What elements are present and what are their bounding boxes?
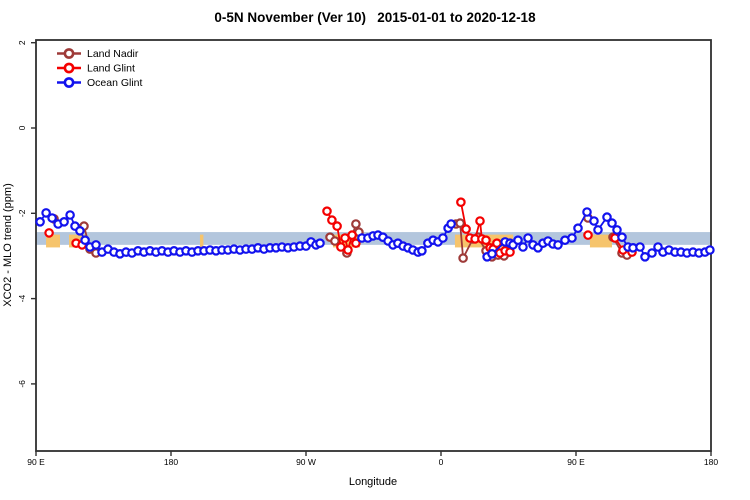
x-tick-label: 90 E	[27, 457, 45, 467]
legend-marker	[63, 48, 75, 59]
highlight-segment	[589, 234, 612, 248]
data-point	[91, 240, 101, 250]
data-point	[487, 249, 497, 259]
data-point	[75, 226, 85, 236]
y-axis-title: XCO2 - MLO trend (ppm)	[2, 183, 14, 306]
x-tick-label: 90 W	[296, 457, 316, 467]
series-layer	[35, 197, 715, 263]
data-point	[553, 240, 563, 250]
data-point	[582, 207, 592, 217]
data-point	[47, 213, 57, 223]
data-point	[322, 206, 332, 217]
data-point	[647, 248, 657, 258]
y-tick-label: 2	[17, 40, 27, 45]
data-point	[567, 233, 577, 243]
legend: Land Nadir Land Glint Ocean Glint	[57, 48, 143, 89]
axes-layer: 2 0 -2 -4 -6 90 E 180 90 W 0 90 E 180	[17, 39, 718, 467]
x-tick-label: 90 E	[567, 457, 585, 467]
data-point	[458, 253, 468, 263]
highlight-segment	[46, 234, 60, 248]
y-tick-label: -4	[17, 295, 27, 303]
data-point	[456, 197, 466, 208]
data-point	[327, 215, 337, 225]
legend-label: Ocean Glint	[87, 77, 143, 89]
data-point	[35, 217, 45, 227]
x-tick-label: 180	[704, 457, 718, 467]
data-point	[513, 235, 523, 246]
series-land-glint	[44, 197, 637, 258]
data-point	[438, 233, 448, 243]
data-point	[351, 219, 361, 229]
data-point	[315, 238, 325, 249]
data-point	[602, 212, 612, 222]
data-point	[59, 217, 69, 227]
data-point	[612, 225, 622, 235]
y-tick-label: -2	[17, 209, 27, 217]
legend-item-ocean-glint: Ocean Glint	[57, 77, 143, 89]
legend-label: Land Nadir	[87, 48, 139, 60]
data-point	[617, 232, 627, 243]
data-point	[523, 233, 533, 243]
data-point	[475, 216, 485, 226]
data-point	[80, 235, 90, 246]
data-point	[589, 216, 599, 226]
legend-label: Land Glint	[87, 63, 135, 75]
data-point	[351, 238, 361, 249]
data-point	[332, 221, 342, 231]
data-point	[446, 219, 456, 229]
data-point	[461, 224, 471, 234]
x-tick-label: 0	[439, 457, 444, 467]
data-point	[583, 230, 593, 240]
data-point	[593, 225, 603, 235]
data-point	[455, 218, 465, 228]
data-point	[481, 235, 491, 246]
data-point	[41, 208, 51, 218]
data-point	[347, 230, 357, 240]
legend-marker	[63, 62, 75, 74]
data-point	[573, 223, 583, 234]
x-tick-label: 180	[164, 457, 178, 467]
data-point	[705, 245, 715, 255]
data-point	[518, 242, 528, 252]
legend-item-land-glint: Land Glint	[57, 62, 135, 75]
data-point	[640, 251, 650, 262]
data-point	[635, 242, 645, 252]
x-axis-title: Longitude	[349, 476, 397, 488]
y-tick-label: 0	[17, 125, 27, 130]
series-ocean-glint	[35, 207, 715, 262]
legend-marker	[63, 77, 75, 88]
data-point	[343, 245, 353, 255]
highlight-segment	[199, 234, 204, 248]
data-point	[65, 210, 75, 220]
data-point	[417, 246, 427, 256]
chart-title: 0-5N November (Ver 10) 2015-01-01 to 202…	[214, 10, 536, 25]
data-point	[44, 228, 54, 238]
data-point	[607, 218, 617, 228]
y-tick-label: -6	[17, 380, 27, 388]
data-point	[330, 236, 340, 246]
legend-item-land-nadir: Land Nadir	[57, 48, 139, 60]
